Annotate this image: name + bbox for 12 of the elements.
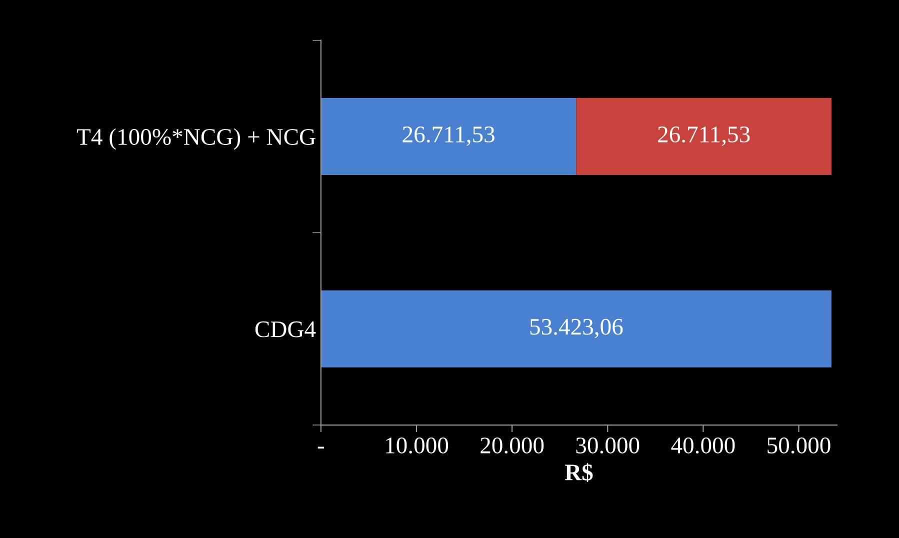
x-tick-label: 50.000 xyxy=(768,438,830,454)
x-tick-label: 40.000 xyxy=(671,438,735,454)
x-axis-title: R$ xyxy=(564,463,593,482)
y-tick-label: CDG4 xyxy=(255,321,316,338)
x-tick-label: 10.000 xyxy=(386,438,448,454)
data-label: 26.711,53 xyxy=(402,126,494,146)
data-label: 53.423,06 xyxy=(530,318,623,338)
x-tick-label: - xyxy=(318,446,324,449)
x-tick-label: 30.000 xyxy=(576,438,640,454)
y-tick-label: T4 (100%*NCG) + NCG xyxy=(76,128,316,150)
x-tick-label: 20.000 xyxy=(480,438,544,454)
data-label: 26.711,53 xyxy=(658,126,750,146)
